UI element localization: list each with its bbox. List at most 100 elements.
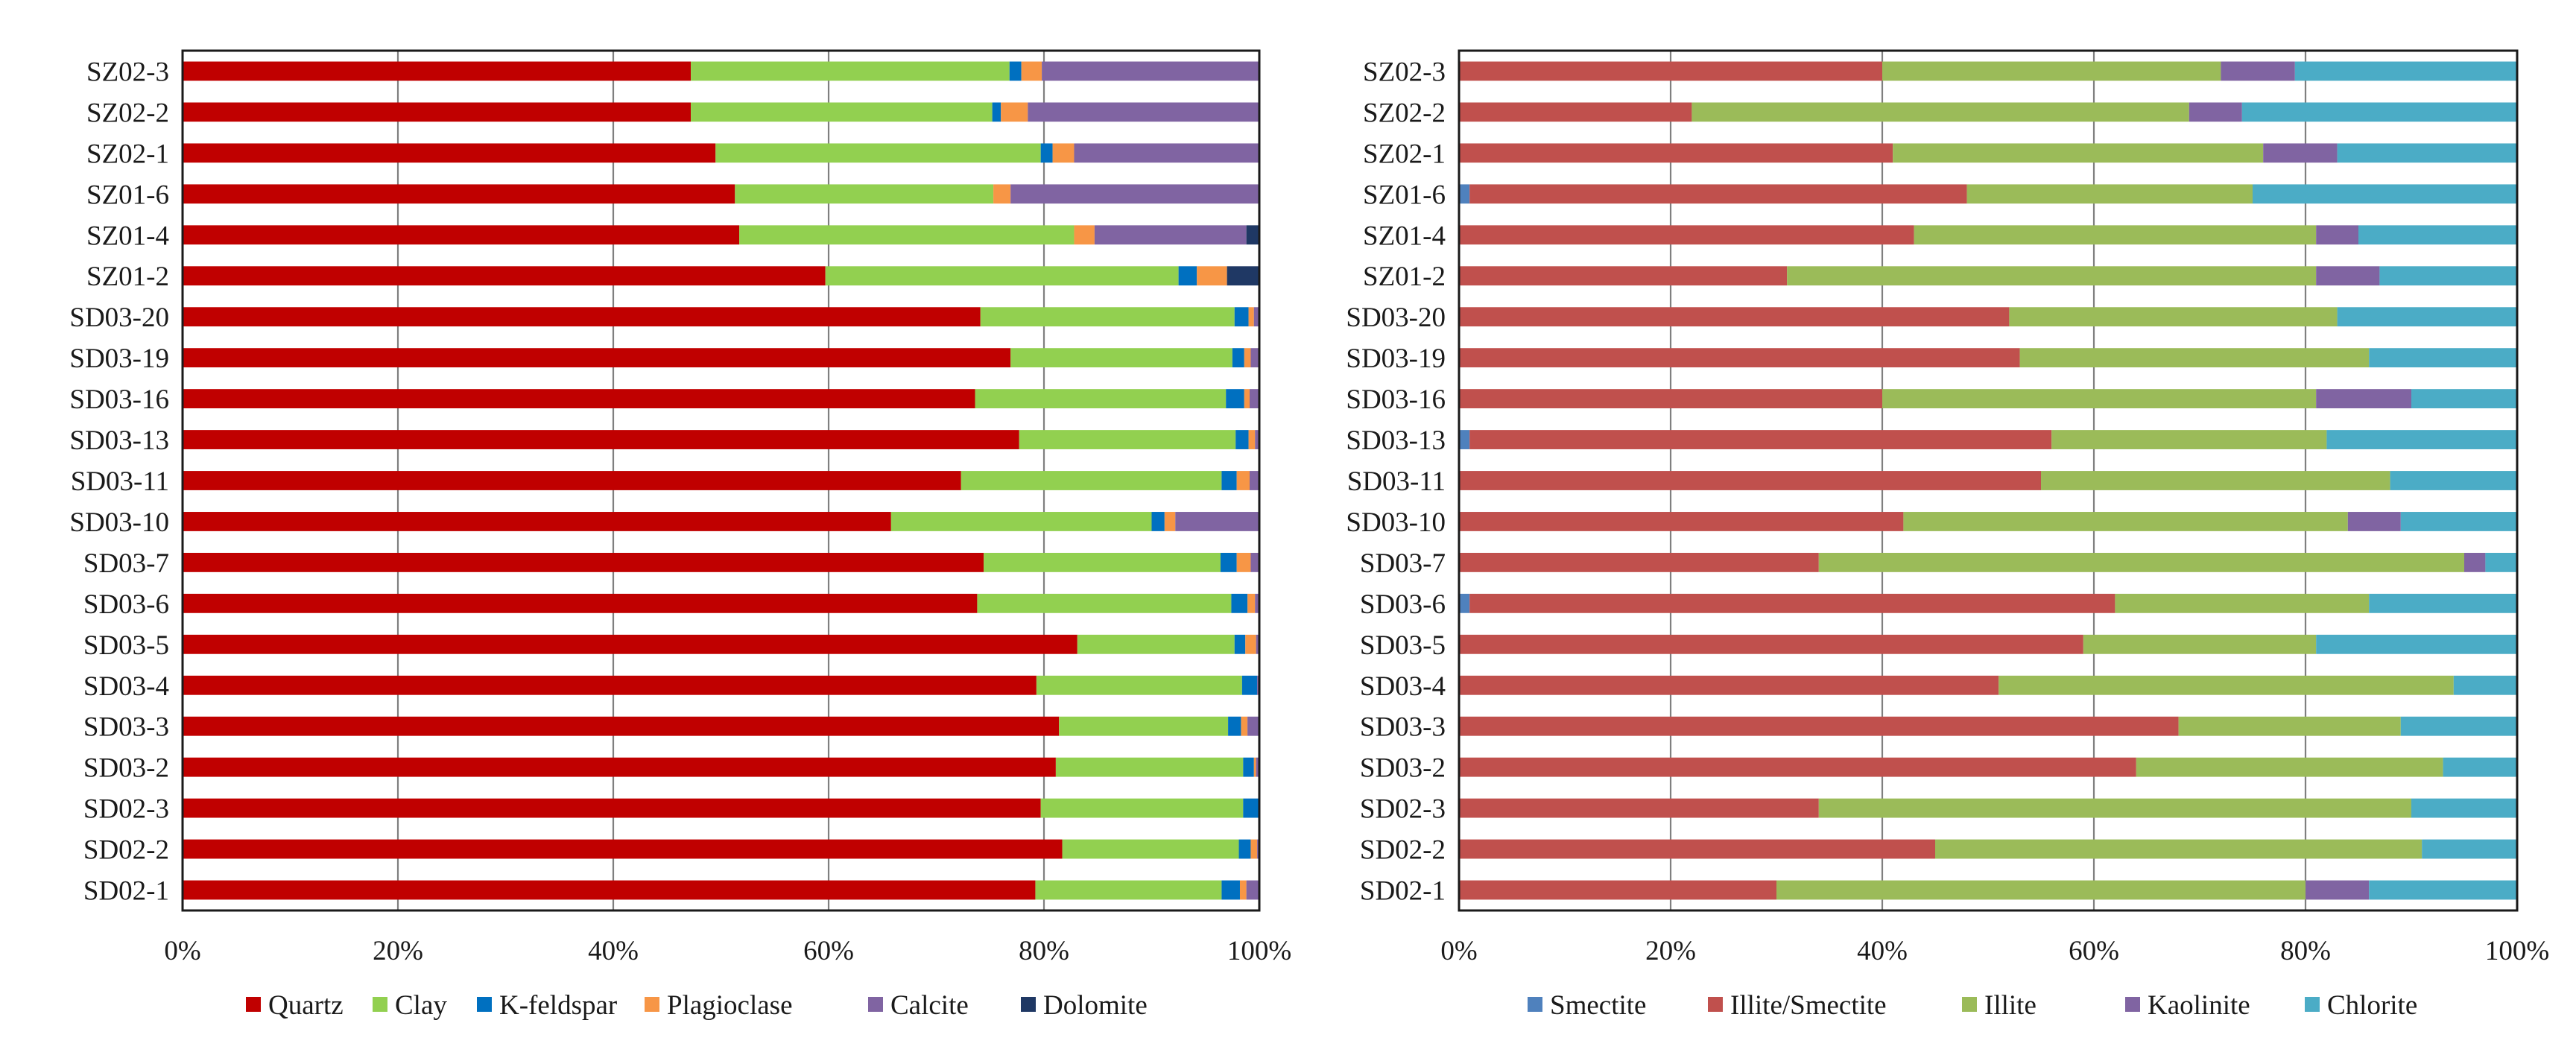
bar-illite-smectite-sz02-3 [1459, 61, 1882, 81]
legend-swatch-chlorite [2305, 997, 2320, 1012]
bar-quartz-sd02-2 [183, 839, 1063, 859]
category-label: SZ01-6 [86, 180, 169, 210]
bar-smectite-sd03-13 [1459, 430, 1470, 449]
bar-illite-smectite-sd03-20 [1459, 307, 2010, 327]
bar-illite-sd03-6 [2115, 593, 2370, 613]
bar-chlorite-sz02-2 [2241, 102, 2517, 122]
bar-illite-smectite-sd03-10 [1459, 512, 1904, 531]
bar-illite-sd03-3 [2178, 716, 2401, 736]
legend-swatch-calcite [868, 997, 883, 1012]
bar-chlorite-sd03-19 [2369, 348, 2517, 368]
bar-clay-sd03-5 [1077, 634, 1235, 654]
category-label: SD03-7 [1360, 548, 1446, 579]
bar-calcite-sd03-13 [1255, 430, 1259, 449]
category-label: SZ02-2 [86, 98, 169, 128]
bar-illite-smectite-sz01-6 [1469, 184, 1967, 204]
bar-calcite-sz01-4 [1094, 225, 1247, 245]
bar-illite-sd03-20 [2009, 307, 2338, 327]
bar-clay-sz02-1 [715, 143, 1041, 163]
bar-illite-smectite-sd03-7 [1459, 552, 1819, 572]
bar-chlorite-sd02-1 [2369, 880, 2517, 900]
category-label: SZ02-2 [1363, 98, 1446, 128]
bar-illite-smectite-sz02-1 [1459, 143, 1893, 163]
x-tick-label: 40% [1857, 936, 1908, 966]
bar-k-feldspar-sd02-1 [1221, 880, 1240, 900]
bar-dolomite-sz01-4 [1246, 225, 1259, 245]
legend-swatch-illite-smectite [1708, 997, 1723, 1012]
bar-illite-smectite-sd03-13 [1469, 430, 2052, 449]
legend-label-kaolinite: Kaolinite [2148, 990, 2250, 1021]
bar-k-feldspar-sd03-5 [1234, 634, 1246, 654]
bar-plagioclase-sd03-19 [1244, 348, 1251, 368]
x-tick-label: 20% [1645, 936, 1696, 966]
bar-quartz-sz01-6 [183, 184, 735, 204]
bar-k-feldspar-sd03-10 [1151, 512, 1165, 531]
bar-clay-sz01-6 [735, 184, 994, 204]
bar-calcite-sd03-11 [1249, 471, 1259, 490]
legend-swatch-k-feldspar [477, 997, 492, 1012]
bar-k-feldspar-sd03-2 [1243, 757, 1254, 777]
bar-plagioclase-sd03-3 [1241, 716, 1248, 736]
bar-quartz-sz01-4 [183, 225, 740, 245]
bar-k-feldspar-sz02-2 [992, 102, 1001, 122]
bar-calcite-sd02-1 [1246, 880, 1259, 900]
bar-plagioclase-sd03-10 [1164, 512, 1176, 531]
bar-k-feldspar-sd03-3 [1228, 716, 1241, 736]
bar-k-feldspar-sd03-20 [1234, 307, 1249, 327]
bar-clay-sd03-20 [980, 307, 1235, 327]
bar-chlorite-sd03-3 [2400, 716, 2517, 736]
category-label: SD03-6 [83, 589, 169, 620]
bar-illite-sz01-4 [1914, 225, 2317, 245]
bar-chlorite-sd03-2 [2443, 757, 2517, 777]
bar-k-feldspar-sz02-1 [1040, 143, 1053, 163]
bar-kaolinite-sz02-3 [2221, 61, 2295, 81]
bar-plagioclase-sd03-13 [1248, 430, 1256, 449]
bar-illite-sd03-11 [2041, 471, 2390, 490]
bar-clay-sd03-19 [1010, 348, 1232, 368]
category-label: SD03-10 [1346, 507, 1446, 538]
bar-clay-sd03-11 [961, 471, 1222, 490]
bar-k-feldspar-sd03-6 [1231, 593, 1248, 613]
bar-quartz-sz01-2 [183, 266, 826, 286]
bar-clay-sd02-3 [1040, 798, 1244, 818]
legend-swatch-smectite [1528, 997, 1542, 1012]
bar-chlorite-sd03-5 [2316, 634, 2517, 654]
bar-kaolinite-sz01-4 [2316, 225, 2358, 245]
category-label: SD02-1 [83, 876, 169, 907]
category-label: SD03-3 [83, 712, 169, 743]
bar-calcite-sd03-16 [1249, 389, 1259, 409]
bar-quartz-sd03-13 [183, 430, 1019, 449]
bar-k-feldspar-sd03-13 [1235, 430, 1249, 449]
bar-quartz-sd03-5 [183, 634, 1077, 654]
category-label: SZ01-2 [1363, 262, 1446, 292]
bar-chlorite-sz01-2 [2379, 266, 2517, 286]
bar-chlorite-sd03-4 [2453, 675, 2517, 695]
legend-label-dolomite: Dolomite [1043, 990, 1148, 1021]
bar-k-feldspar-sd03-7 [1220, 552, 1237, 572]
bar-chlorite-sd03-13 [2326, 430, 2517, 449]
legend-label-calcite: Calcite [890, 990, 969, 1021]
bar-illite-sd03-19 [2019, 348, 2370, 368]
category-label: SD03-10 [69, 507, 169, 538]
legend-label-k-feldspar: K-feldspar [499, 990, 617, 1021]
category-label: SD03-19 [1346, 343, 1446, 374]
legend-label-illite-smectite: Illite/Smectite [1730, 990, 1887, 1021]
bar-quartz-sz02-1 [183, 143, 716, 163]
bar-plagioclase-sz01-4 [1074, 225, 1095, 245]
bar-illite-sd03-13 [2051, 430, 2327, 449]
bar-illite-sd02-2 [1935, 839, 2422, 859]
bar-illite-sz02-3 [1882, 61, 2221, 81]
legend-label-smectite: Smectite [1550, 990, 1646, 1021]
bar-plagioclase-sd03-16 [1244, 389, 1250, 409]
bar-illite-sd03-10 [1903, 512, 2348, 531]
bar-k-feldspar-sd03-16 [1226, 389, 1244, 409]
bar-plagioclase-sd03-6 [1247, 593, 1256, 613]
legend-label-plagioclase: Plagioclase [667, 990, 793, 1021]
bar-calcite-sd03-2 [1256, 757, 1259, 777]
bar-kaolinite-sz02-2 [2189, 102, 2242, 122]
bar-chlorite-sd03-10 [2400, 512, 2517, 531]
bar-illite-smectite-sz01-2 [1459, 266, 1788, 286]
bar-clay-sd03-10 [890, 512, 1152, 531]
bar-calcite-sz02-2 [1028, 102, 1259, 122]
category-label: SD02-2 [83, 835, 169, 866]
